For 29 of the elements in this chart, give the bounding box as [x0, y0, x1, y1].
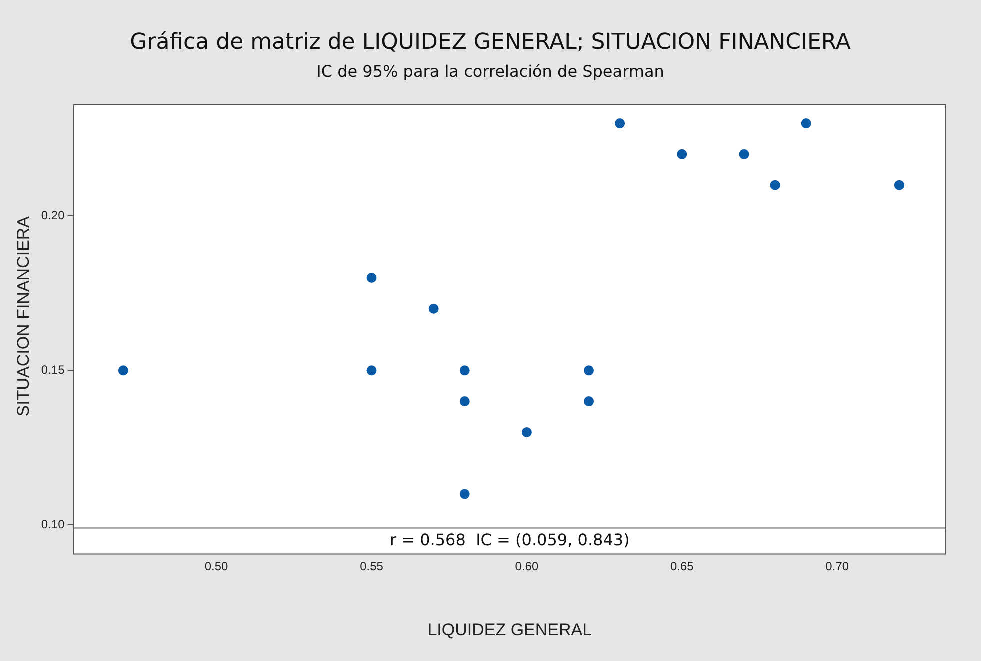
point	[460, 489, 470, 500]
point	[366, 272, 377, 283]
point	[894, 180, 904, 190]
point	[460, 396, 470, 407]
y-tick-label: 0.20	[41, 208, 66, 223]
point	[801, 118, 812, 129]
point	[366, 366, 377, 376]
chart-title: Gráfica de matriz de LIQUIDEZ GENERAL; SITUACION FINANCIERA	[129, 30, 852, 55]
point	[584, 366, 594, 376]
point	[460, 366, 470, 376]
text: r = 0.568 IC = (0.059, 0.843)	[390, 530, 630, 550]
chart-subtitle: IC de 95% para la correlación de Spearman	[316, 62, 666, 81]
y-tick-label: 0.15	[41, 362, 66, 377]
point	[584, 396, 594, 407]
point	[118, 366, 128, 376]
x-tick-label: 0.70	[826, 560, 850, 574]
point	[522, 427, 532, 438]
x-tick-label: 0.60	[515, 560, 539, 574]
x-axis-title: LIQUIDEZ GENERAL	[428, 620, 592, 640]
x-tick-label: 0.55	[360, 560, 384, 574]
x-tick-label: 0.50	[204, 560, 229, 574]
point	[677, 149, 688, 160]
y-tick-label: 0.10	[41, 517, 66, 532]
point	[428, 304, 439, 314]
point	[770, 180, 780, 190]
y-axis-title: SITUACION FINANCIERA	[14, 216, 33, 417]
point	[615, 118, 626, 129]
point	[739, 149, 750, 160]
x-tick-label: 0.65	[670, 560, 694, 574]
